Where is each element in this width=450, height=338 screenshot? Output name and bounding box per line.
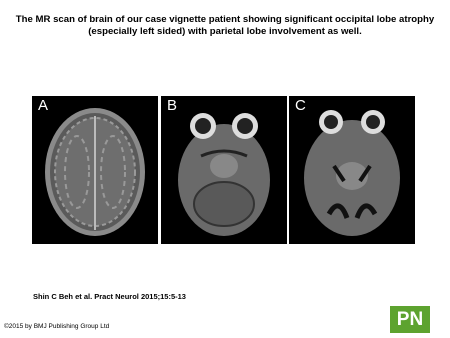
mri-image: A bbox=[32, 96, 158, 244]
copyright: ©2015 by BMJ Publishing Group Ltd bbox=[4, 323, 110, 330]
brain-drawing bbox=[178, 113, 270, 236]
brain-drawing bbox=[304, 110, 400, 236]
mri-image: C bbox=[289, 96, 415, 244]
title-line: The MR scan of brain of our case vignett… bbox=[15, 14, 435, 25]
title-line: (especially left sided) with parietal lo… bbox=[88, 26, 362, 37]
image-label: A bbox=[38, 97, 49, 114]
image-label: C bbox=[295, 97, 306, 114]
title: The MR scan of brain of our case vignett… bbox=[0, 14, 450, 38]
brain-drawing bbox=[45, 108, 145, 236]
image-label: B bbox=[167, 97, 178, 114]
journal-logo: PN bbox=[390, 306, 430, 333]
mri-image: B bbox=[161, 96, 287, 244]
citation: Shin C Beh et al. Pract Neurol 2015;15:5… bbox=[33, 292, 186, 301]
